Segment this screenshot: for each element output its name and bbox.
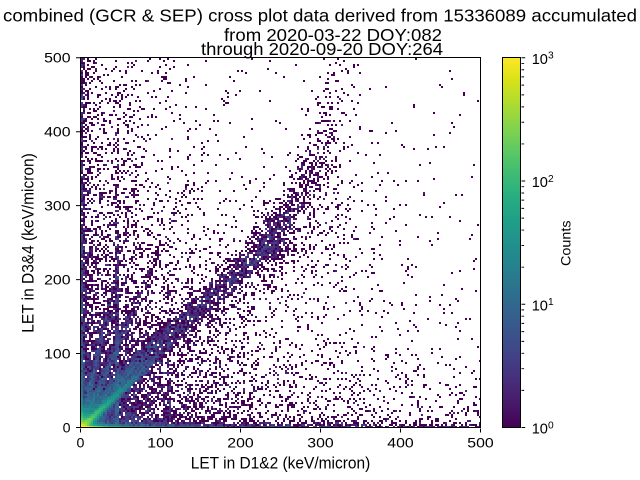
svg-text:combined (GCR & SEP) cross plo: combined (GCR & SEP) cross plot data der… xyxy=(3,5,637,25)
svg-text:10: 10 xyxy=(532,175,548,191)
svg-text:2: 2 xyxy=(548,174,554,185)
svg-text:300: 300 xyxy=(44,199,71,215)
svg-text:10: 10 xyxy=(532,422,548,438)
svg-text:1: 1 xyxy=(548,297,554,308)
svg-text:500: 500 xyxy=(44,51,71,67)
svg-text:200: 200 xyxy=(44,273,71,289)
svg-text:LET in D1&2 (keV/micron): LET in D1&2 (keV/micron) xyxy=(191,455,371,473)
svg-text:100: 100 xyxy=(147,436,174,452)
svg-text:through 2020-09-20 DOY:264: through 2020-09-20 DOY:264 xyxy=(201,39,443,59)
svg-text:300: 300 xyxy=(307,436,334,452)
svg-text:0: 0 xyxy=(77,436,85,452)
svg-text:500: 500 xyxy=(467,436,494,452)
svg-text:LET in D3&4 (keV/micron): LET in D3&4 (keV/micron) xyxy=(19,153,37,333)
svg-text:10: 10 xyxy=(532,298,548,314)
svg-text:0: 0 xyxy=(63,420,71,436)
svg-text:400: 400 xyxy=(44,125,71,141)
svg-text:400: 400 xyxy=(387,436,414,452)
svg-text:3: 3 xyxy=(548,51,554,62)
svg-text:0: 0 xyxy=(548,420,554,431)
svg-text:10: 10 xyxy=(532,52,548,68)
svg-text:200: 200 xyxy=(227,436,254,452)
svg-text:from 2020-03-22 DOY:082: from 2020-03-22 DOY:082 xyxy=(224,25,442,45)
svg-text:100: 100 xyxy=(44,346,71,362)
svg-text:Counts: Counts xyxy=(559,220,575,266)
